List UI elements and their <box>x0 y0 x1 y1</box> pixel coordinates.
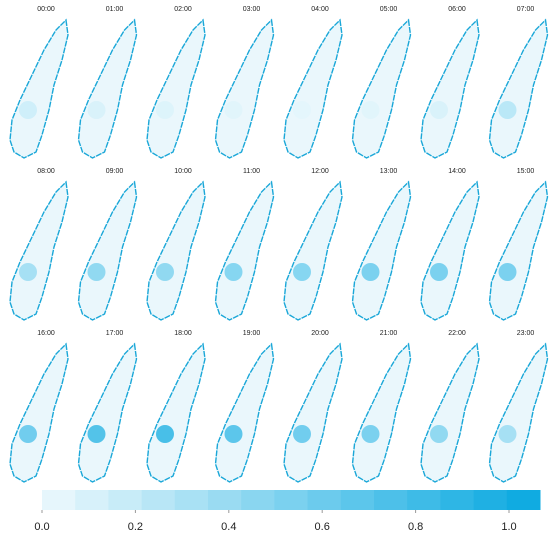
manhattan-outline <box>488 18 549 159</box>
panel-title: 12:00 <box>311 168 329 175</box>
panel-title: 20:00 <box>311 330 329 337</box>
manhattan-outline <box>351 180 412 321</box>
panel-title: 19:00 <box>243 330 261 337</box>
activity-hotspot <box>293 263 311 281</box>
activity-hotspot <box>87 425 106 443</box>
manhattan-outline <box>283 342 343 483</box>
activity-hotspot <box>156 425 174 443</box>
activity-hotspot <box>361 425 380 443</box>
colorbar-segment <box>108 490 143 510</box>
activity-hotspot <box>498 263 517 281</box>
panel-title: 14:00 <box>448 168 466 175</box>
colorbar-tick-label: 0.0 <box>34 521 49 533</box>
colorbar-segment <box>75 490 109 510</box>
activity-hotspot <box>19 425 37 443</box>
activity-hotspot <box>87 263 106 281</box>
panel-title: 13:00 <box>380 168 398 175</box>
activity-hotspot <box>361 263 380 281</box>
manhattan-outline <box>146 180 206 321</box>
colorbar-segment <box>208 490 242 510</box>
colorbar-tick-label: 0.6 <box>315 521 330 533</box>
colorbar-tick-label: 0.8 <box>408 521 423 533</box>
manhattan-outline <box>214 18 275 159</box>
activity-hotspot <box>430 263 448 281</box>
panel-title: 09:00 <box>106 168 124 175</box>
activity-hotspot <box>224 263 243 281</box>
colorbar-segment <box>506 490 541 510</box>
activity-hotspot <box>224 425 243 443</box>
manhattan-outline <box>9 18 69 159</box>
panel-title: 21:00 <box>380 330 398 337</box>
manhattan-outline <box>283 180 343 321</box>
manhattan-outline <box>146 18 206 159</box>
panel-title: 05:00 <box>380 6 398 13</box>
panel-title: 11:00 <box>243 168 260 175</box>
colorbar-segment <box>473 490 508 510</box>
panel-title: 22:00 <box>448 330 466 337</box>
activity-hotspot <box>293 425 311 443</box>
colorbar-segment <box>42 490 76 510</box>
manhattan-outline <box>420 180 480 321</box>
manhattan-outline <box>9 180 69 321</box>
activity-hotspot <box>498 101 517 119</box>
manhattan-outline <box>77 342 138 483</box>
colorbar-tick-label: 1.0 <box>501 521 516 533</box>
manhattan-outline <box>214 180 275 321</box>
colorbar-tick-label: 0.2 <box>128 521 143 533</box>
colorbar-segment <box>241 490 275 510</box>
panel-title: 07:00 <box>517 6 535 13</box>
activity-hotspot <box>19 263 37 281</box>
panel-title: 16:00 <box>37 330 55 337</box>
panel-title: 02:00 <box>174 6 192 13</box>
activity-hotspot <box>156 101 174 119</box>
panel-title: 23:00 <box>517 330 535 337</box>
panel-title: 17:00 <box>106 330 124 337</box>
manhattan-outline <box>77 18 138 159</box>
manhattan-outline <box>214 342 275 483</box>
manhattan-outline <box>488 180 549 321</box>
manhattan-outline <box>351 18 412 159</box>
panel-title: 01:00 <box>106 6 124 13</box>
activity-hotspot <box>498 425 517 443</box>
manhattan-outline <box>283 18 343 159</box>
colorbar-segment <box>340 490 375 510</box>
manhattan-outline <box>488 342 549 483</box>
colorbar-segment <box>440 490 475 510</box>
manhattan-outline <box>351 342 412 483</box>
panel-title: 15:00 <box>517 168 535 175</box>
panel-title: 10:00 <box>174 168 192 175</box>
activity-hotspot <box>87 101 106 119</box>
manhattan-outline <box>420 342 480 483</box>
activity-hotspot <box>293 101 311 119</box>
manhattan-outline <box>9 342 69 483</box>
colorbar-segment <box>407 490 441 510</box>
activity-hotspot <box>430 425 448 443</box>
colorbar-segment <box>307 490 342 510</box>
panel-title: 04:00 <box>311 6 329 13</box>
panel-title: 06:00 <box>448 6 466 13</box>
activity-hotspot <box>19 101 37 119</box>
colorbar-segment <box>141 490 176 510</box>
colorbar-tick-label: 0.4 <box>221 521 236 533</box>
panel-title: 08:00 <box>37 168 55 175</box>
manhattan-outline <box>146 342 206 483</box>
manhattan-outline <box>77 180 138 321</box>
activity-hotspot <box>224 101 243 119</box>
activity-hotspot <box>361 101 380 119</box>
activity-hotspot <box>156 263 174 281</box>
activity-hotspot <box>430 101 448 119</box>
manhattan-outline <box>420 18 480 159</box>
colorbar-segment <box>374 490 408 510</box>
panel-title: 00:00 <box>37 6 55 13</box>
panel-title: 03:00 <box>243 6 261 13</box>
colorbar-segment <box>274 490 309 510</box>
colorbar-segment <box>174 490 209 510</box>
panel-title: 18:00 <box>174 330 192 337</box>
